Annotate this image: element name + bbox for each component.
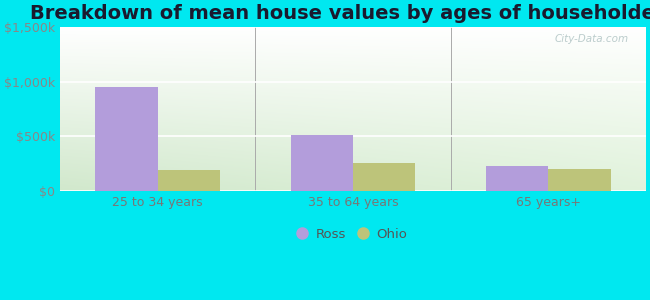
Bar	[353, 163, 415, 191]
Bar	[548, 169, 611, 191]
Bar	[96, 87, 158, 191]
Bar	[158, 170, 220, 191]
Bar	[291, 135, 353, 191]
Bar	[486, 166, 548, 191]
Text: City-Data.com: City-Data.com	[554, 34, 629, 44]
Legend: Ross, Ohio: Ross, Ohio	[293, 222, 413, 246]
Title: Breakdown of mean house values by ages of householders: Breakdown of mean house values by ages o…	[30, 4, 650, 23]
